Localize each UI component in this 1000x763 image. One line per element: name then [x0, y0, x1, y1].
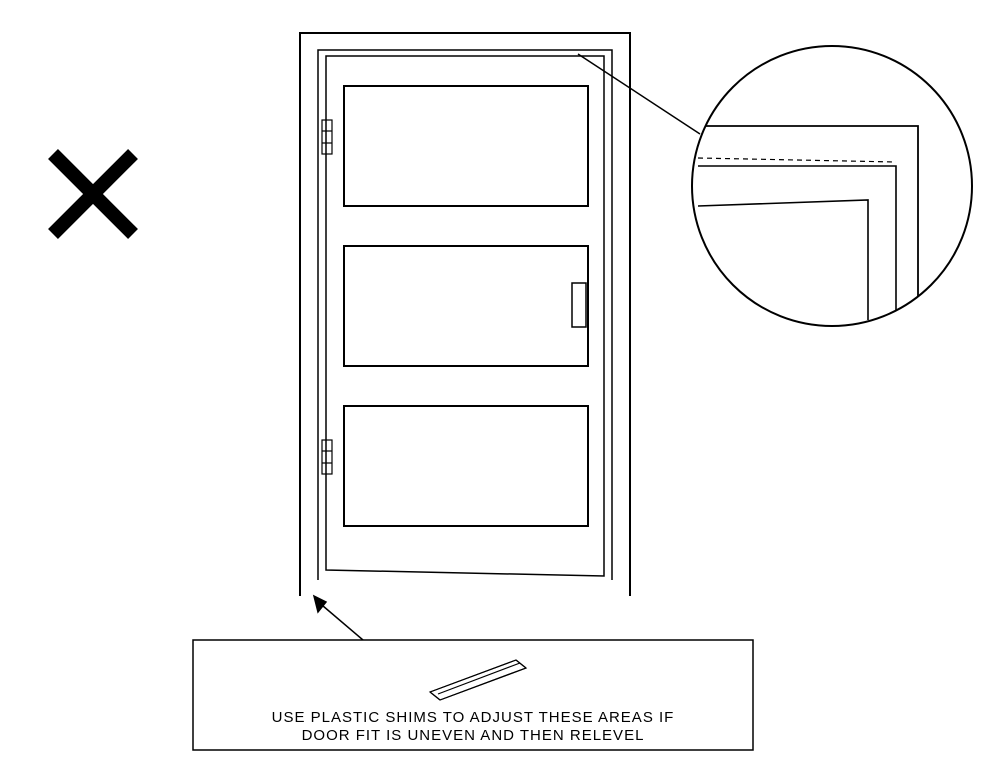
reject-x-icon — [53, 154, 133, 234]
leader-arrow-to-shim-area — [314, 596, 363, 640]
callout-box: USE PLASTIC SHIMS TO ADJUST THESE AREAS … — [193, 640, 753, 750]
door-panel-bottom — [344, 406, 588, 526]
door-outer-frame — [300, 33, 630, 596]
callout-text-line1: USE PLASTIC SHIMS TO ADJUST THESE AREAS … — [272, 709, 675, 726]
door-hinge-top — [322, 120, 332, 154]
door-inner-frame — [318, 50, 612, 580]
door-assembly — [300, 33, 630, 596]
door-hinge-bottom — [322, 440, 332, 474]
leader-line-to-detail — [578, 54, 700, 134]
door-leaf — [326, 56, 604, 576]
door-panel-middle — [344, 246, 588, 366]
door-handle — [572, 283, 586, 327]
callout-text-line2: DOOR FIT IS UNEVEN AND THEN RELEVEL — [302, 727, 645, 744]
diagram-root: USE PLASTIC SHIMS TO ADJUST THESE AREAS … — [0, 0, 1000, 763]
detail-circle — [692, 46, 972, 326]
door-panel-top — [344, 86, 588, 206]
